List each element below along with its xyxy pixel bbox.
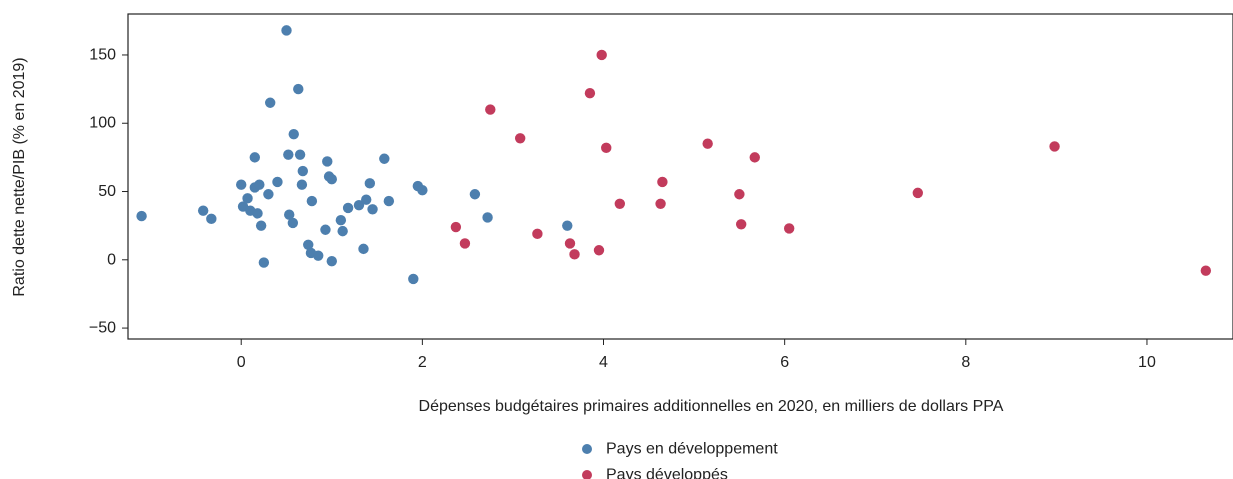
data-point-developing: [287, 217, 299, 229]
data-point-developing: [288, 128, 299, 140]
data-point-developing: [353, 199, 365, 211]
data-point-developing: [297, 165, 309, 177]
data-point-developing: [313, 250, 324, 261]
data-point-developing: [296, 179, 308, 190]
data-point-developed: [601, 142, 612, 154]
data-point-developing: [197, 205, 209, 216]
data-point-developing: [469, 189, 481, 200]
legend: Pays en développement Pays développés: [582, 441, 778, 479]
data-point-developing: [272, 176, 283, 188]
y-tick-label: 150: [89, 46, 116, 63]
x-tick-label: 10: [1138, 354, 1156, 371]
data-point-developing: [482, 212, 493, 223]
x-tick-label: 6: [780, 354, 789, 371]
legend-marker-developing: [582, 444, 592, 454]
data-point-developing: [281, 25, 292, 36]
data-point-developing: [254, 179, 265, 190]
data-point-developed: [459, 238, 471, 249]
y-axis-title: Ratio dette nette/PIB (% en 2019): [11, 57, 28, 296]
data-point-developed: [614, 198, 626, 210]
data-point-developing: [417, 184, 428, 196]
data-point-developed: [532, 228, 543, 240]
data-point-developing: [252, 208, 263, 219]
data-point-developing: [367, 204, 378, 215]
x-tick-label: 4: [599, 354, 608, 371]
data-point-developing: [337, 225, 348, 237]
data-point-developed: [749, 152, 760, 163]
data-point-developed: [657, 176, 668, 188]
y-tick-label: 0: [107, 251, 116, 268]
data-point-developing: [258, 257, 270, 268]
data-point-developing: [342, 202, 354, 214]
data-point-developing: [322, 156, 333, 167]
y-tick-label: −50: [89, 320, 116, 337]
data-points: [136, 25, 1212, 285]
data-point-developing: [265, 97, 276, 108]
y-axis: −50 0 50 100 150: [89, 46, 128, 337]
data-point-developing: [136, 210, 147, 222]
data-point-developing: [293, 83, 304, 95]
data-point-developed: [1049, 141, 1060, 152]
data-point-developing: [326, 174, 337, 185]
data-point-developed: [702, 138, 713, 149]
data-point-developing: [303, 239, 314, 250]
data-point-developed: [485, 104, 496, 115]
data-point-developed: [564, 238, 576, 249]
plot-frame: [127, 13, 1233, 340]
data-point-developing: [236, 179, 247, 190]
data-point-developing: [284, 209, 295, 220]
data-point-developing: [562, 220, 573, 231]
data-point-developing: [306, 195, 318, 207]
data-point-developing: [361, 194, 372, 205]
data-point-developing: [364, 178, 376, 189]
y-tick-label: 100: [89, 115, 116, 132]
x-axis: 0 2 4 6 8 10: [237, 339, 1156, 371]
data-point-developed: [593, 245, 605, 256]
data-point-developed: [655, 198, 666, 210]
x-tick-label: 0: [237, 354, 246, 371]
legend-marker-developed: [582, 470, 592, 479]
data-point-developed: [912, 187, 924, 199]
data-point-developing: [335, 214, 347, 226]
data-point-developing: [326, 255, 337, 267]
data-point-developing: [249, 152, 261, 163]
data-point-developing: [206, 213, 217, 225]
data-point-developed: [450, 221, 462, 233]
data-point-developed: [596, 49, 607, 61]
data-point-developing: [379, 153, 390, 164]
data-point-developing: [255, 220, 267, 231]
x-tick-label: 8: [961, 354, 970, 371]
data-point-developing: [294, 149, 306, 160]
data-point-developed: [584, 88, 596, 99]
data-point-developing: [263, 189, 274, 200]
x-tick-label: 2: [418, 354, 427, 371]
data-point-developed: [569, 249, 580, 260]
data-point-developing: [383, 195, 395, 207]
y-tick-label: 50: [98, 183, 116, 200]
data-point-developed: [783, 223, 795, 234]
data-point-developing: [358, 243, 369, 255]
data-point-developing: [320, 224, 331, 235]
data-point-developing: [283, 149, 294, 160]
data-point-developed: [514, 133, 526, 144]
data-point-developed: [1200, 265, 1212, 276]
data-point-developed: [735, 219, 747, 230]
data-point-developing: [408, 273, 419, 285]
data-point-developed: [734, 189, 745, 200]
legend-label-developed: Pays développés: [606, 467, 728, 479]
legend-label-developing: Pays en développement: [606, 441, 778, 458]
x-axis-title: Dépenses budgétaires primaires additionn…: [419, 398, 1004, 415]
data-point-developing: [242, 193, 253, 204]
